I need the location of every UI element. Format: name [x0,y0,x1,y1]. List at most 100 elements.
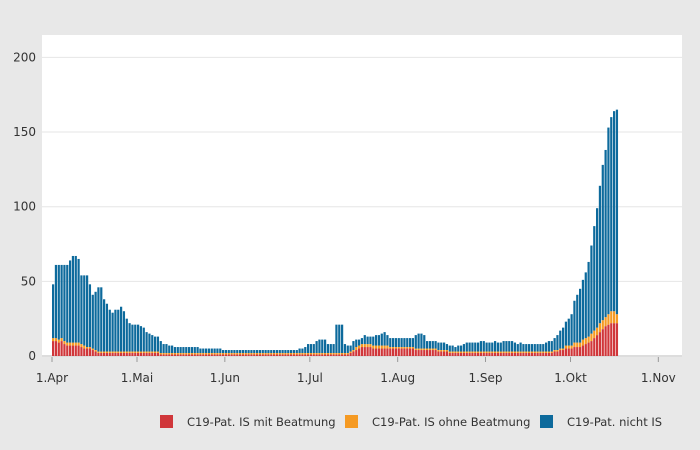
bar-segment [553,338,556,351]
bar-segment [213,354,216,356]
legend-swatch [345,415,358,428]
bar-segment [377,348,381,356]
bar-segment [185,347,188,354]
legend-item[interactable]: C19-Pat. nicht IS [540,415,662,429]
bar-segment [369,336,372,345]
bar-segment [250,353,253,355]
bar-segment [216,348,219,354]
bar-segment [372,336,375,346]
bar-segment [437,350,440,352]
bar-segment [256,350,259,354]
bar-segment [258,350,262,354]
bar-segment [74,255,77,343]
bar-segment [355,350,358,356]
bar-segment [522,351,525,354]
bar-segment [346,345,349,354]
bar-segment [258,354,262,356]
bar-segment [202,353,205,355]
bar-segment [216,353,219,355]
bar-segment [86,348,89,356]
bar-segment [423,348,426,351]
bar-segment [360,344,364,348]
bar-segment [332,344,335,354]
bar-segment [137,353,140,356]
bar-segment [91,294,94,349]
bar-segment [615,109,619,315]
bar-segment [54,338,58,342]
bar-segment [100,353,103,356]
bar-segment [105,351,109,354]
bar-segment [471,351,474,354]
bar-segment [485,353,488,356]
bar-segment [383,348,386,356]
bar-segment [125,318,128,352]
bar-segment [139,351,143,354]
bar-segment [162,344,165,354]
bar-segment [434,348,437,351]
bar-segment [335,354,338,356]
bar-segment [590,333,593,342]
bar-segment [239,354,242,356]
bar-segment [482,353,485,356]
bar-segment [154,351,157,354]
bar-segment [137,351,140,354]
bar-segment [315,341,318,354]
bar-segment [256,353,259,355]
bar-segment [57,342,60,356]
bar-segment [304,354,307,356]
bar-segment [610,117,613,312]
bar-segment [355,347,358,351]
bar-segment [227,353,230,355]
bar-segment [579,288,582,343]
x-tick-label: 1.Jun [210,371,240,385]
bar-segment [213,353,216,355]
bar-segment [69,345,72,356]
bar-segment [117,309,120,352]
bar-segment [222,353,225,355]
bar-segment [100,287,103,352]
bar-segment [108,351,111,354]
bar-segment [312,353,315,355]
bar-segment [474,351,477,354]
bar-segment [573,300,576,343]
bar-segment [613,311,616,324]
bar-segment [247,354,250,356]
bar-segment [343,353,347,355]
bar-segment [196,354,199,356]
bar-segment [230,350,233,354]
bar-segment [451,351,454,354]
bar-segment [567,345,570,349]
bar-segment [273,353,276,355]
bar-segment [423,335,426,349]
bar-segment [355,339,358,348]
bar-segment [576,347,579,356]
bar-segment [309,353,313,355]
bar-segment [479,341,483,352]
bar-segment [301,354,304,356]
bar-segment [292,354,296,356]
bar-segment [613,323,616,356]
bar-segment [162,354,165,356]
legend-item[interactable]: C19-Pat. IS ohne Beatmung [345,415,530,429]
bar-segment [326,353,330,355]
bar-segment [468,353,471,356]
bar-segment [615,314,619,324]
bar-segment [188,347,191,354]
bar-segment [465,351,468,354]
bar-segment [185,353,188,355]
bar-segment [185,354,188,356]
legend-item[interactable]: C19-Pat. IS mit Beatmung [160,415,336,429]
bar-segment [448,353,451,356]
bar-segment [409,348,412,356]
bar-segment [120,351,123,354]
bar-segment [57,264,60,340]
bar-segment [394,338,398,348]
bar-segment [343,344,347,354]
bar-segment [258,353,262,355]
bar-segment [375,345,378,349]
bar-segment [278,350,281,354]
bar-segment [134,353,137,356]
bar-segment [451,353,454,356]
bar-segment [86,347,89,349]
bar-segment [559,350,562,356]
